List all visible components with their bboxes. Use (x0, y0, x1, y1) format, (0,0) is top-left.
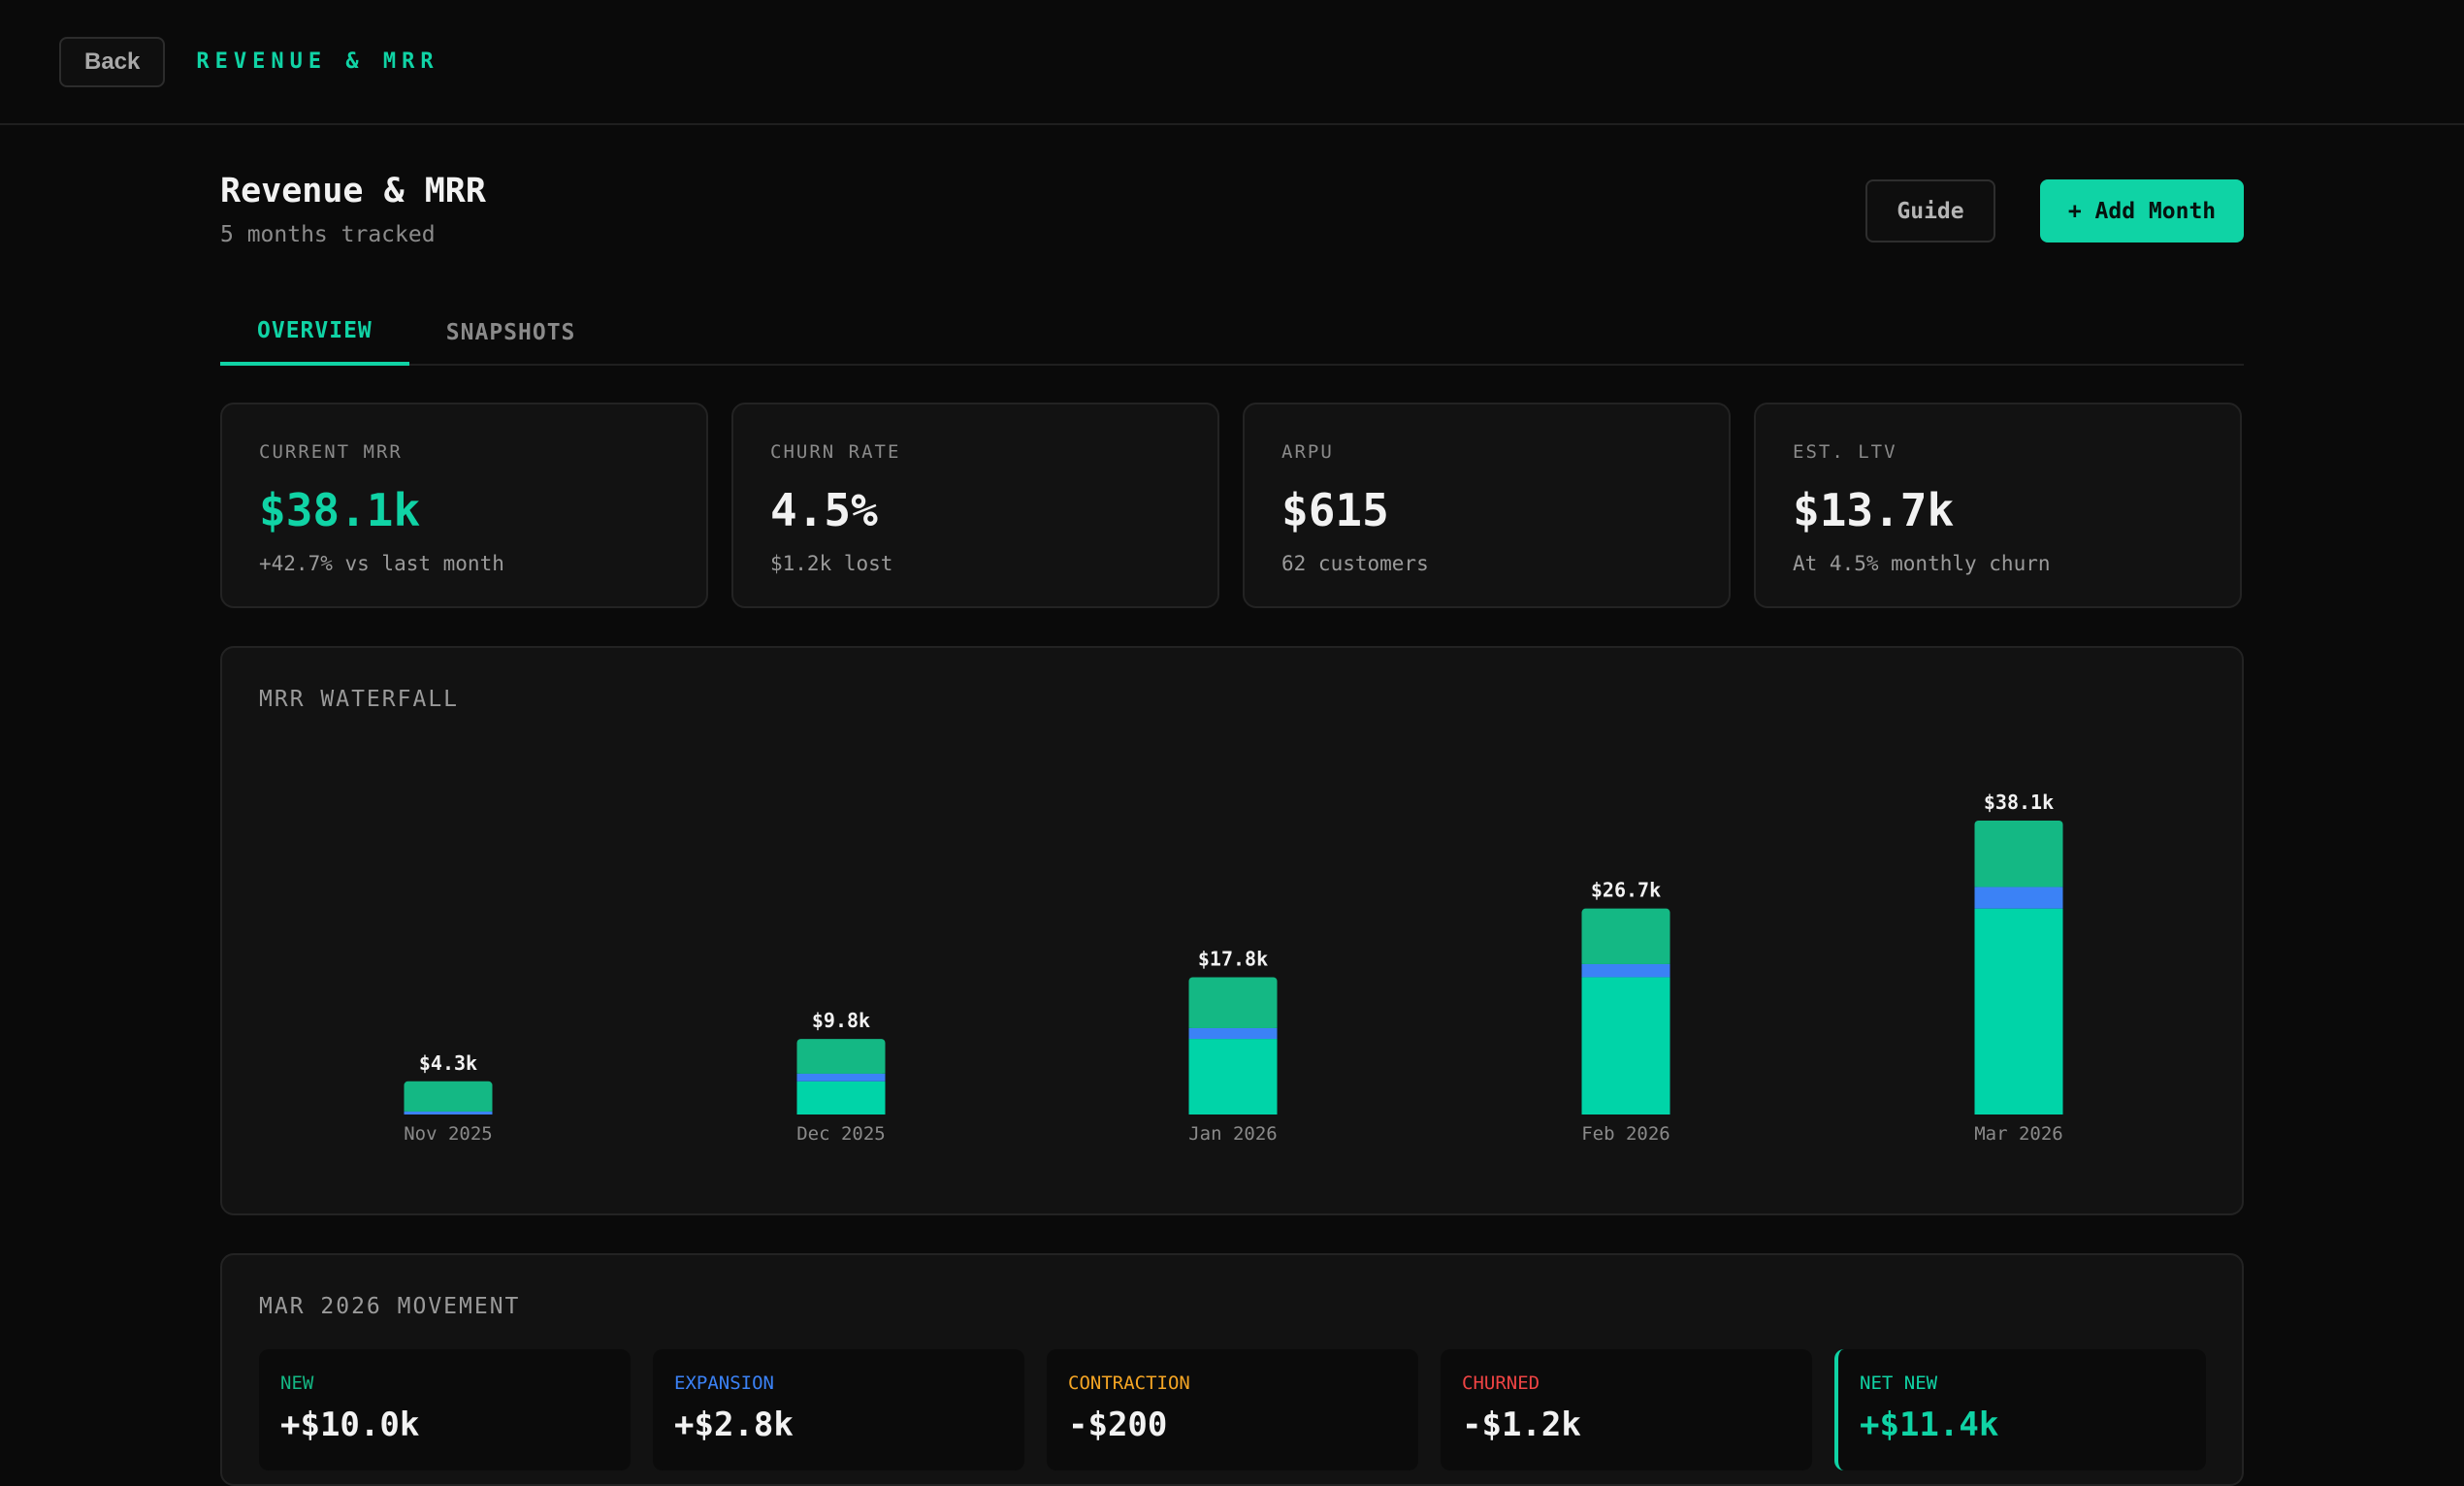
x-tick-label: Jan 2026 (1188, 1123, 1278, 1145)
x-tick-label: Feb 2026 (1581, 1123, 1670, 1145)
waterfall-title: MRR WATERFALL (259, 687, 460, 712)
bar-segment (1974, 908, 2063, 1114)
kpi-card-churn-rate: CHURN RATE 4.5% $1.2k lost (731, 403, 1219, 608)
movement-card-expansion: EXPANSION +$2.8k (653, 1349, 1024, 1470)
movement-panel: MAR 2026 MOVEMENT NEW +$10.0k EXPANSION … (220, 1253, 2244, 1486)
bar-segment (796, 1081, 886, 1114)
add-month-button[interactable]: + Add Month (2040, 179, 2244, 242)
bar-segment-fill (1581, 914, 1670, 964)
bar-segment (796, 1073, 886, 1082)
page-title: Revenue & MRR (220, 172, 486, 210)
back-button[interactable]: Back (59, 36, 166, 87)
kpi-card-arpu: ARPU $615 62 customers (1243, 403, 1731, 608)
bar-segment-fill (404, 1086, 493, 1112)
movement-row: NEW +$10.0k EXPANSION +$2.8k CONTRACTION… (259, 1349, 2206, 1470)
bar-total-label: $26.7k (1591, 879, 1661, 902)
kpi-subtext: +42.7% vs last month (259, 552, 504, 575)
tab-overview[interactable]: OVERVIEW (220, 300, 409, 366)
bar-segment (1188, 1027, 1278, 1040)
bar-segment (1188, 1039, 1278, 1114)
kpi-subtext: At 4.5% monthly churn (1793, 552, 2051, 575)
mrr-waterfall-panel: MRR WATERFALL $4.3k Nov 2025 $9.8k Dec 2025… (220, 646, 2244, 1215)
guide-button[interactable]: Guide (1865, 179, 1995, 242)
tab-bar: OVERVIEW SNAPSHOTS (220, 300, 2244, 366)
movement-title: MAR 2026 MOVEMENT (259, 1294, 521, 1319)
kpi-value: $13.7k (1793, 484, 1955, 536)
kpi-label: CHURN RATE (770, 441, 901, 463)
bar-total-label: $38.1k (1984, 791, 2054, 814)
movement-label: NET NEW (1860, 1373, 1938, 1394)
top-bar: Back REVENUE & MRR (0, 0, 2464, 125)
bar-segment-fill (796, 1045, 886, 1074)
movement-label: CONTRACTION (1068, 1373, 1190, 1394)
bar-segment (1974, 887, 2063, 909)
page-header: Revenue & MRR 5 months tracked Guide + A… (220, 125, 2244, 261)
bar-total-label: $17.8k (1198, 947, 1268, 970)
kpi-label: CURRENT MRR (259, 441, 403, 463)
kpi-value: 4.5% (770, 484, 878, 536)
kpi-value: $38.1k (259, 484, 421, 536)
bar-total-label: $9.8k (812, 1009, 870, 1032)
tab-snapshots[interactable]: SNAPSHOTS (445, 320, 576, 345)
x-tick-label: Nov 2025 (404, 1123, 493, 1145)
movement-card-net-new: NET NEW +$11.4k (1834, 1349, 2206, 1470)
movement-value: -$1.2k (1462, 1405, 1581, 1444)
kpi-row: CURRENT MRR $38.1k +42.7% vs last month … (220, 403, 2244, 608)
bar-segment-fill (1974, 826, 2063, 888)
movement-label: EXPANSION (674, 1373, 774, 1394)
kpi-card-current-mrr: CURRENT MRR $38.1k +42.7% vs last month (220, 403, 708, 608)
bar-segment (1581, 963, 1670, 978)
movement-value: -$200 (1068, 1405, 1168, 1444)
movement-card-churned: CHURNED -$1.2k (1441, 1349, 1812, 1470)
bar-segment-fill (1188, 983, 1278, 1028)
kpi-subtext: $1.2k lost (770, 552, 893, 575)
movement-value: +$11.4k (1860, 1405, 1999, 1444)
app-brand: REVENUE & MRR (196, 49, 439, 74)
mrr-waterfall-chart: $4.3k Nov 2025 $9.8k Dec 2025 $17.8k Jan 2026… (404, 791, 2063, 1145)
kpi-subtext: 62 customers (1281, 552, 1429, 575)
kpi-card-est-ltv: EST. LTV $13.7k At 4.5% monthly churn (1754, 403, 2242, 608)
x-tick-label: Mar 2026 (1974, 1123, 2063, 1145)
page-subtitle: 5 months tracked (220, 222, 436, 247)
movement-value: +$10.0k (280, 1405, 420, 1444)
movement-label: CHURNED (1462, 1373, 1540, 1394)
bar-segment (1581, 977, 1670, 1114)
movement-value: +$2.8k (674, 1405, 794, 1444)
movement-label: NEW (280, 1373, 314, 1394)
bar-total-label: $4.3k (419, 1051, 477, 1075)
kpi-label: EST. LTV (1793, 441, 1897, 463)
movement-card-contraction: CONTRACTION -$200 (1047, 1349, 1418, 1470)
movement-card-new: NEW +$10.0k (259, 1349, 631, 1470)
main-content: Revenue & MRR 5 months tracked Guide + A… (220, 125, 2244, 1486)
kpi-label: ARPU (1281, 441, 1334, 463)
bar-segment (404, 1111, 493, 1114)
kpi-value: $615 (1281, 484, 1389, 536)
x-tick-label: Dec 2025 (796, 1123, 886, 1145)
